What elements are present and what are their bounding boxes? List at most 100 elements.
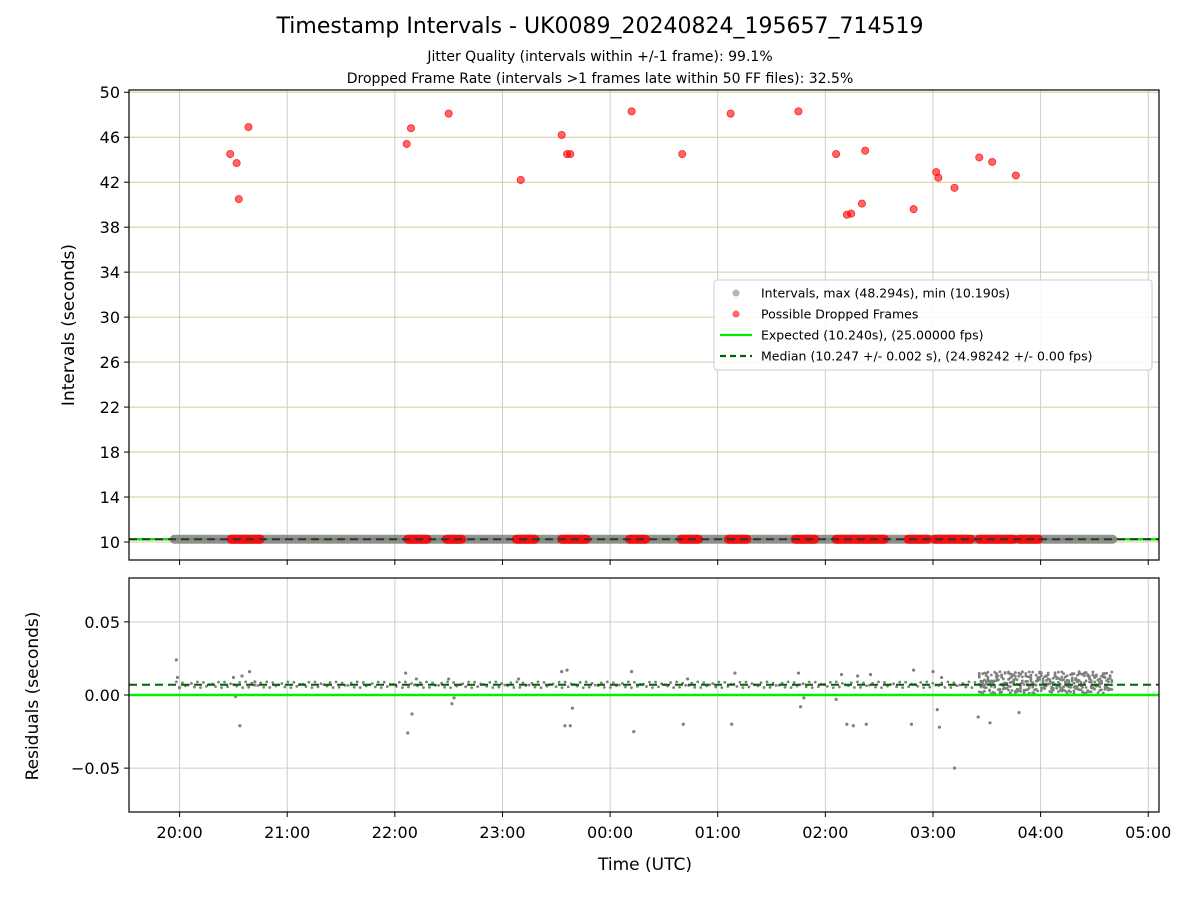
residual-point bbox=[376, 680, 380, 684]
residual-point bbox=[654, 680, 657, 684]
residual-point bbox=[993, 685, 997, 689]
residual-point bbox=[611, 681, 615, 685]
dropped-frame-point bbox=[975, 153, 984, 162]
residual-point bbox=[828, 680, 832, 684]
residual-point bbox=[1108, 676, 1112, 680]
residual-point bbox=[1000, 673, 1004, 677]
residual-point bbox=[379, 686, 383, 690]
residual-point bbox=[943, 686, 947, 689]
dropped-frame-point bbox=[950, 183, 959, 192]
residual-point bbox=[984, 686, 988, 690]
residuals-y-tick-label: 0.00 bbox=[84, 686, 120, 705]
residual-point bbox=[1005, 686, 1009, 690]
intervals-y-tick-label: 10 bbox=[100, 533, 120, 552]
residual-point bbox=[223, 680, 226, 684]
residual-point bbox=[750, 682, 754, 685]
residual-outlier-point bbox=[238, 724, 242, 728]
residual-point bbox=[741, 686, 745, 690]
x-axis-label: Time (UTC) bbox=[597, 855, 692, 875]
residual-outlier-point bbox=[247, 670, 252, 674]
residuals-y-tick-label: 0.05 bbox=[84, 613, 120, 632]
residual-point bbox=[193, 685, 196, 689]
legend-entry-label: Median (10.247 +/- 0.002 s), (24.98242 +… bbox=[761, 349, 1092, 364]
residual-point bbox=[904, 680, 908, 684]
residual-point bbox=[1034, 683, 1038, 687]
residual-point bbox=[382, 680, 386, 684]
residual-point bbox=[983, 689, 986, 693]
residual-point bbox=[735, 685, 739, 688]
residual-point bbox=[862, 681, 865, 685]
dropped-frame-point bbox=[226, 150, 235, 159]
residual-point bbox=[608, 686, 612, 689]
residual-point bbox=[693, 685, 697, 689]
dropped-frame-point bbox=[726, 109, 735, 118]
residual-point bbox=[196, 680, 199, 684]
residual-point bbox=[1046, 673, 1050, 677]
x-tick-label: 02:00 bbox=[802, 823, 848, 842]
residual-point bbox=[1069, 690, 1072, 694]
residual-point bbox=[1001, 677, 1005, 681]
residual-outlier-point bbox=[931, 670, 935, 674]
residual-point bbox=[443, 685, 446, 689]
residual-point bbox=[449, 686, 452, 689]
residual-point bbox=[1067, 679, 1071, 682]
x-tick-label: 20:00 bbox=[157, 823, 203, 842]
residual-point bbox=[238, 681, 242, 684]
residual-point bbox=[1089, 690, 1093, 694]
residual-point bbox=[509, 681, 513, 685]
residual-point bbox=[1039, 671, 1043, 674]
residual-point bbox=[964, 685, 968, 689]
chart-title: Timestamp Intervals - UK0089_20240824_19… bbox=[276, 14, 924, 39]
residual-point bbox=[268, 686, 272, 689]
residual-outlier-point bbox=[447, 677, 451, 681]
residual-point bbox=[925, 680, 929, 684]
residual-point bbox=[1003, 671, 1007, 674]
residual-point bbox=[1051, 688, 1055, 692]
residual-point bbox=[1094, 673, 1098, 677]
residual-point bbox=[385, 685, 389, 688]
residual-outlier-point bbox=[912, 668, 916, 672]
residual-point bbox=[316, 685, 320, 689]
residual-point bbox=[1014, 671, 1017, 674]
residual-point bbox=[1027, 686, 1031, 690]
intervals-y-axis-label: Intervals (seconds) bbox=[59, 244, 79, 406]
residual-point bbox=[986, 670, 990, 674]
residual-point bbox=[244, 680, 248, 684]
residual-point bbox=[678, 685, 682, 689]
residual-point bbox=[256, 684, 260, 687]
residual-point bbox=[1091, 686, 1095, 689]
residual-point bbox=[403, 680, 407, 684]
residual-point bbox=[991, 681, 995, 684]
residual-point bbox=[973, 680, 977, 684]
residual-point bbox=[1020, 675, 1024, 679]
residual-point bbox=[1088, 677, 1091, 680]
residual-point bbox=[1100, 679, 1103, 683]
residual-point bbox=[500, 681, 504, 685]
residual-point bbox=[1077, 679, 1081, 682]
residual-outlier-point bbox=[253, 680, 257, 684]
x-tick-label: 22:00 bbox=[372, 823, 418, 842]
residual-outlier-point bbox=[404, 671, 408, 675]
residual-point bbox=[515, 680, 519, 684]
residual-point bbox=[1063, 680, 1067, 684]
legend-marker bbox=[732, 310, 740, 318]
residual-point bbox=[702, 681, 706, 685]
residual-point bbox=[720, 686, 724, 690]
residual-point bbox=[313, 680, 317, 684]
residual-point bbox=[476, 685, 480, 689]
residual-point bbox=[605, 680, 609, 684]
residual-point bbox=[1076, 685, 1079, 689]
intervals-y-tick-label: 34 bbox=[100, 263, 120, 282]
residual-outlier-point bbox=[174, 658, 178, 662]
residual-point bbox=[1041, 679, 1045, 683]
residual-point bbox=[765, 680, 769, 684]
residual-point bbox=[1034, 687, 1038, 691]
x-tick-label: 01:00 bbox=[695, 823, 741, 842]
residual-point bbox=[1036, 689, 1040, 693]
residual-point bbox=[977, 671, 981, 675]
residual-point bbox=[1072, 689, 1076, 693]
residual-point bbox=[539, 686, 543, 690]
residual-point bbox=[657, 685, 660, 689]
intervals-y-tick-label: 38 bbox=[100, 218, 120, 237]
